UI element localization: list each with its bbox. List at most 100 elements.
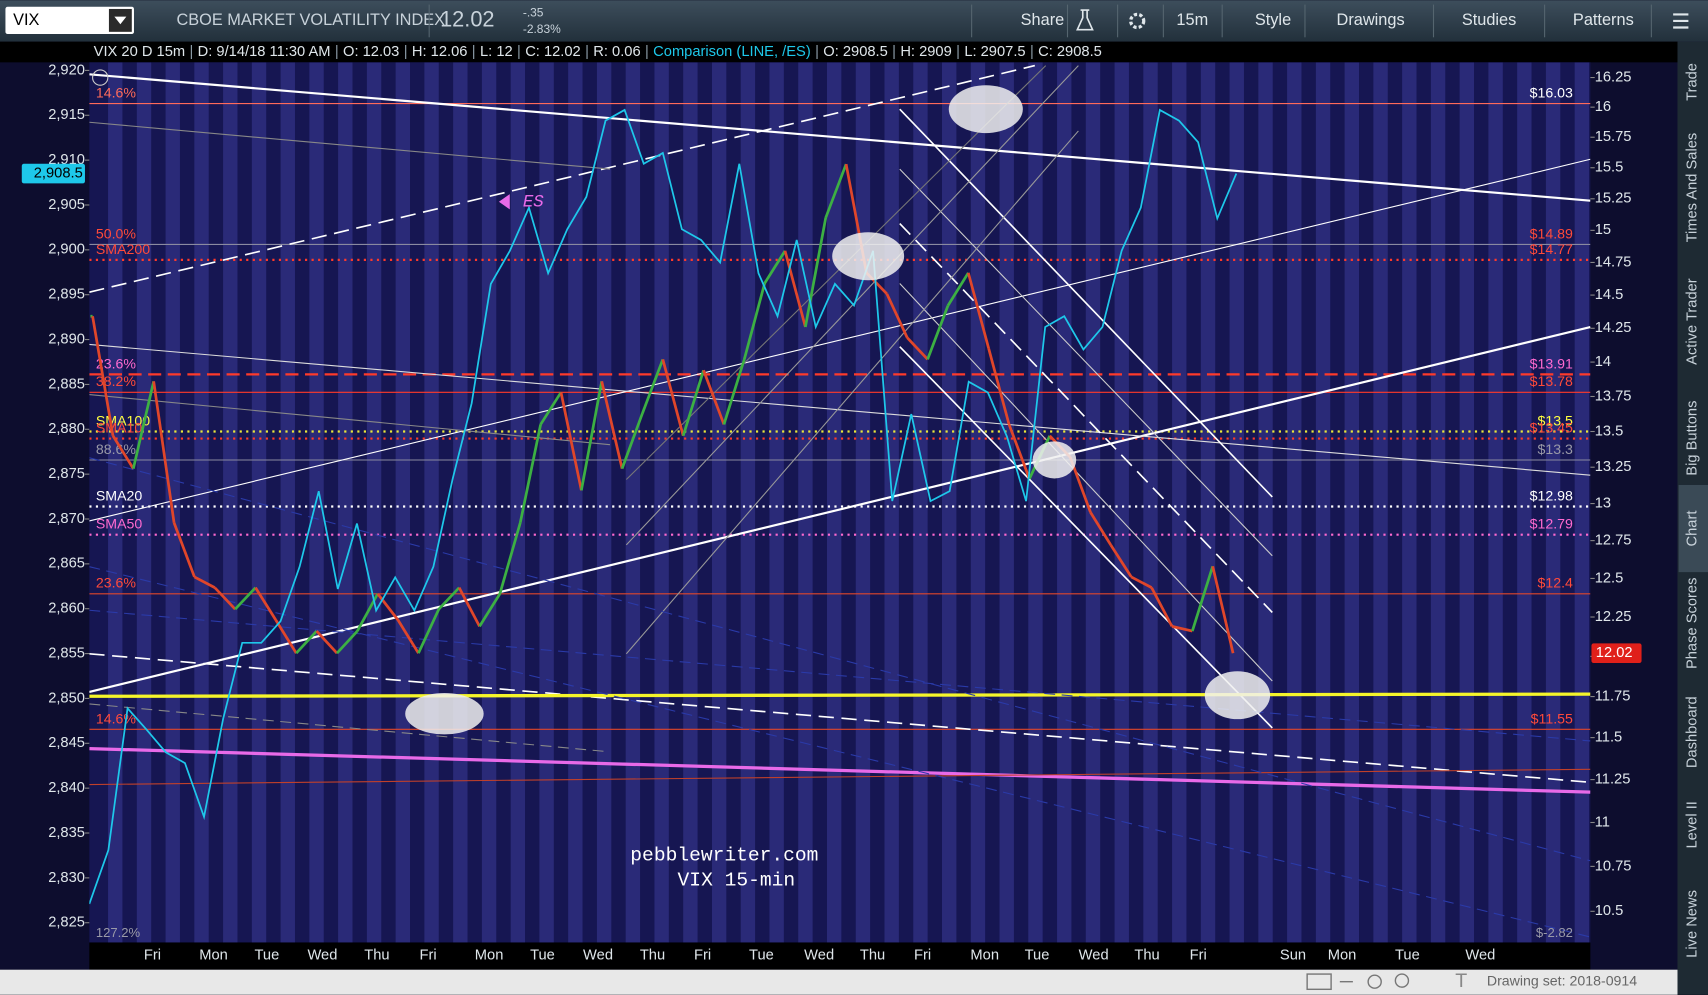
info-segment: VIX 20 D 15m bbox=[94, 44, 185, 60]
toolbar-button[interactable]: Drawings bbox=[1337, 11, 1405, 29]
session-stripe bbox=[942, 62, 957, 943]
description: CBOE MARKET VOLATILITY INDEX bbox=[176, 11, 445, 29]
x-tick-label: Tue bbox=[1395, 947, 1420, 963]
session-stripe bbox=[625, 62, 641, 943]
icon[interactable] bbox=[1306, 973, 1332, 991]
sidebar-tab[interactable]: Level II bbox=[1685, 801, 1701, 848]
y-tick-label: 2,880 bbox=[48, 421, 85, 437]
info-separator: | bbox=[892, 44, 896, 60]
session-stripe bbox=[395, 62, 411, 943]
session-stripe bbox=[913, 62, 928, 943]
x-tick-label: Wed bbox=[1079, 947, 1109, 963]
highlights bbox=[405, 85, 1271, 735]
info-separator: | bbox=[1030, 44, 1034, 60]
y2-tick-label: 12.75 bbox=[1595, 533, 1632, 549]
session-stripe bbox=[884, 62, 899, 943]
sidebar-tab[interactable]: Phase Scores bbox=[1685, 578, 1701, 669]
crosshair-icon[interactable] bbox=[92, 69, 109, 86]
price-segment bbox=[763, 250, 787, 284]
trendline bbox=[89, 703, 611, 753]
sidebar-tab[interactable]: Live News bbox=[1685, 890, 1701, 958]
session-stripe bbox=[223, 62, 238, 943]
y-tick-label: 2,875 bbox=[48, 466, 85, 482]
flask-icon[interactable] bbox=[1076, 9, 1094, 31]
text-icon[interactable]: T bbox=[1455, 970, 1467, 992]
price-segment bbox=[457, 586, 481, 628]
sidebar-tab[interactable]: Dashboard bbox=[1685, 696, 1701, 768]
level-left-label: 50.0% bbox=[96, 226, 137, 242]
sidebar-tab[interactable]: Active Trader bbox=[1685, 278, 1701, 365]
status-bar bbox=[0, 969, 1678, 995]
level-label: $13.5 bbox=[1537, 413, 1573, 429]
levels: $16.03 14.6% $14.89 50.0% $14.77 SMA200 $13.91… bbox=[89, 85, 1591, 730]
time-axis-labels: Fri Mon Tue Wed Thu Fri Mon Tue Wed Thu Fri Tue Wed T… bbox=[144, 947, 1495, 963]
toolbar-button[interactable]: Studies bbox=[1462, 11, 1516, 29]
price-segment bbox=[1171, 625, 1193, 633]
toolbar-button[interactable]: 15m bbox=[1176, 11, 1208, 29]
y2-tick-label: 10.5 bbox=[1595, 903, 1624, 919]
y-tick-label: 2,890 bbox=[48, 331, 85, 347]
offscale-left: 127.2% bbox=[96, 925, 141, 940]
session-stripe bbox=[654, 62, 669, 943]
series bbox=[89, 108, 1238, 905]
price-segment bbox=[437, 586, 461, 611]
price-segment bbox=[213, 586, 237, 611]
info-separator: | bbox=[189, 44, 193, 60]
session-stripe bbox=[1287, 62, 1302, 943]
price-segment bbox=[274, 619, 298, 654]
icon[interactable] bbox=[1367, 974, 1382, 989]
last-price: 12.02 bbox=[440, 7, 494, 32]
price-segment bbox=[1007, 423, 1031, 480]
y2-tick-label: 12.5 bbox=[1595, 570, 1624, 586]
sidebar-tab[interactable]: Big Buttons bbox=[1685, 401, 1701, 476]
toolbar-button[interactable]: Style bbox=[1255, 11, 1291, 29]
settings-icon[interactable] bbox=[1129, 12, 1146, 30]
symbol-box[interactable] bbox=[5, 6, 134, 35]
level-label: $13.78 bbox=[1530, 374, 1573, 390]
price-segment bbox=[111, 435, 135, 470]
level-left-label: 14.6% bbox=[96, 711, 137, 727]
x-tick-label: Tue bbox=[254, 947, 279, 963]
price-segment bbox=[1130, 575, 1153, 589]
highlight bbox=[1204, 671, 1271, 720]
y2-tick-label: 15.25 bbox=[1595, 191, 1632, 207]
price-segment bbox=[661, 359, 685, 437]
session-stripe bbox=[1114, 62, 1129, 943]
sidebar-tab[interactable]: Chart bbox=[1685, 511, 1701, 547]
y2-tick-label: 13.25 bbox=[1595, 459, 1632, 475]
comparison-line bbox=[89, 108, 1238, 905]
menu-icon[interactable] bbox=[1673, 13, 1689, 29]
price-segment bbox=[559, 392, 583, 491]
price-segment bbox=[702, 369, 726, 425]
toolbar-button[interactable]: Patterns bbox=[1573, 11, 1634, 29]
price-segment bbox=[824, 163, 848, 219]
y-tick-label: 2,905 bbox=[48, 197, 85, 213]
x-tick-label: Tue bbox=[1025, 947, 1050, 963]
y2-tick-label: 10.75 bbox=[1595, 858, 1632, 874]
info-separator: | bbox=[472, 44, 476, 60]
support-line bbox=[89, 609, 1591, 742]
session-stripe bbox=[366, 62, 382, 943]
sidebar-tab[interactable]: Times And Sales bbox=[1685, 133, 1701, 243]
y2-tick-label: 13.5 bbox=[1595, 423, 1624, 439]
y2-tick-label: 12.25 bbox=[1595, 609, 1632, 625]
icon[interactable] bbox=[1394, 973, 1410, 988]
level-label: $12.98 bbox=[1530, 488, 1573, 504]
trendline bbox=[89, 64, 1036, 293]
trendline bbox=[89, 394, 611, 446]
x-tick-label: Mon bbox=[970, 947, 999, 963]
session-stripe bbox=[1028, 62, 1043, 943]
x-tick-label: Thu bbox=[860, 947, 885, 963]
toolbar-button[interactable]: Share bbox=[1021, 11, 1065, 29]
session-stripe bbox=[826, 62, 842, 943]
info-segment: Comparison (LINE, /ES) bbox=[653, 44, 811, 60]
offscale-right: $-2.82 bbox=[1536, 925, 1573, 940]
price-segment bbox=[131, 380, 156, 469]
price-segment bbox=[600, 380, 624, 469]
price-segment bbox=[193, 575, 216, 589]
sidebar-tab[interactable]: Trade bbox=[1685, 63, 1701, 101]
es-price-tag: 2,908.5 bbox=[34, 165, 83, 181]
price-segment bbox=[906, 336, 929, 361]
price-segment bbox=[518, 424, 542, 524]
session-stripe bbox=[510, 62, 526, 943]
